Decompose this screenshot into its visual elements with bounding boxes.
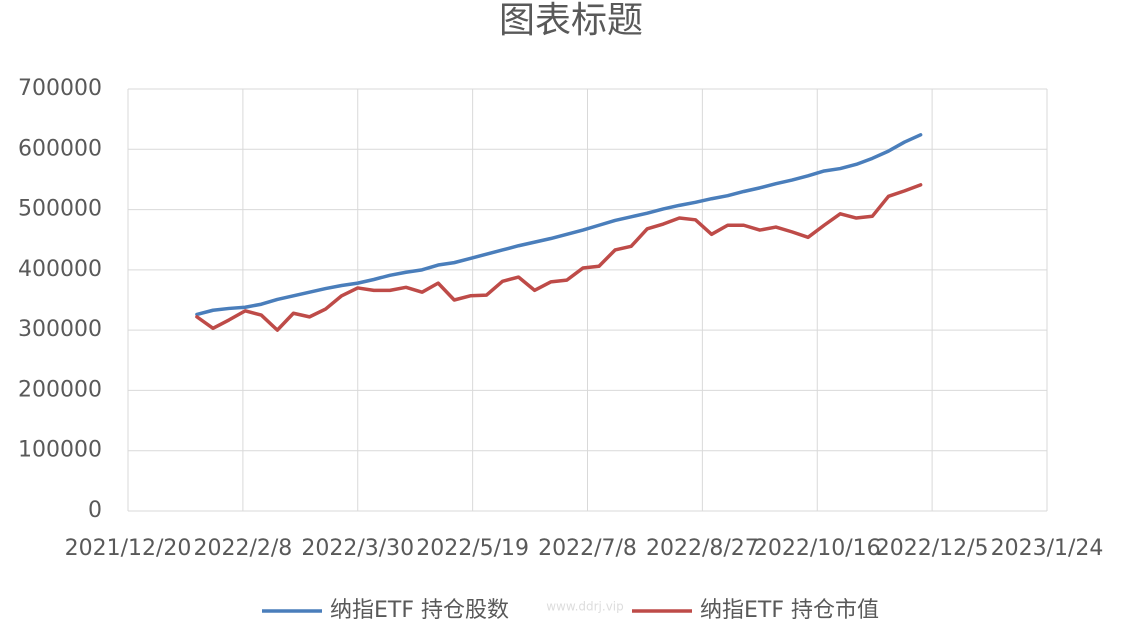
x-tick-label: 2021/12/20 <box>65 536 192 561</box>
y-tick-label: 100000 <box>18 438 102 463</box>
series-line <box>195 183 923 332</box>
y-tick-label: 300000 <box>18 317 102 342</box>
x-tick-label: 2022/5/19 <box>416 536 529 561</box>
series-line <box>195 133 923 317</box>
y-tick-label: 0 <box>88 498 102 523</box>
y-tick-label: 700000 <box>18 76 102 101</box>
x-tick-label: 2022/7/8 <box>538 536 637 561</box>
chart-title: 图表标题 <box>499 0 643 41</box>
x-tick-label: 2022/3/30 <box>301 536 414 561</box>
watermark: www.ddrj.vip <box>546 600 624 614</box>
y-tick-label: 500000 <box>18 197 102 222</box>
legend-label: 纳指ETF 持仓股数 <box>330 598 509 623</box>
legend-label: 纳指ETF 持仓市值 <box>700 598 879 623</box>
x-tick-label: 2022/10/16 <box>754 536 881 561</box>
y-tick-label: 200000 <box>18 377 102 402</box>
x-tick-label: 2022/12/5 <box>876 536 989 561</box>
y-tick-label: 400000 <box>18 257 102 282</box>
x-tick-label: 2022/8/27 <box>646 536 759 561</box>
y-tick-label: 600000 <box>18 136 102 161</box>
x-tick-label: 2023/1/24 <box>991 536 1104 561</box>
x-tick-label: 2022/2/8 <box>193 536 292 561</box>
